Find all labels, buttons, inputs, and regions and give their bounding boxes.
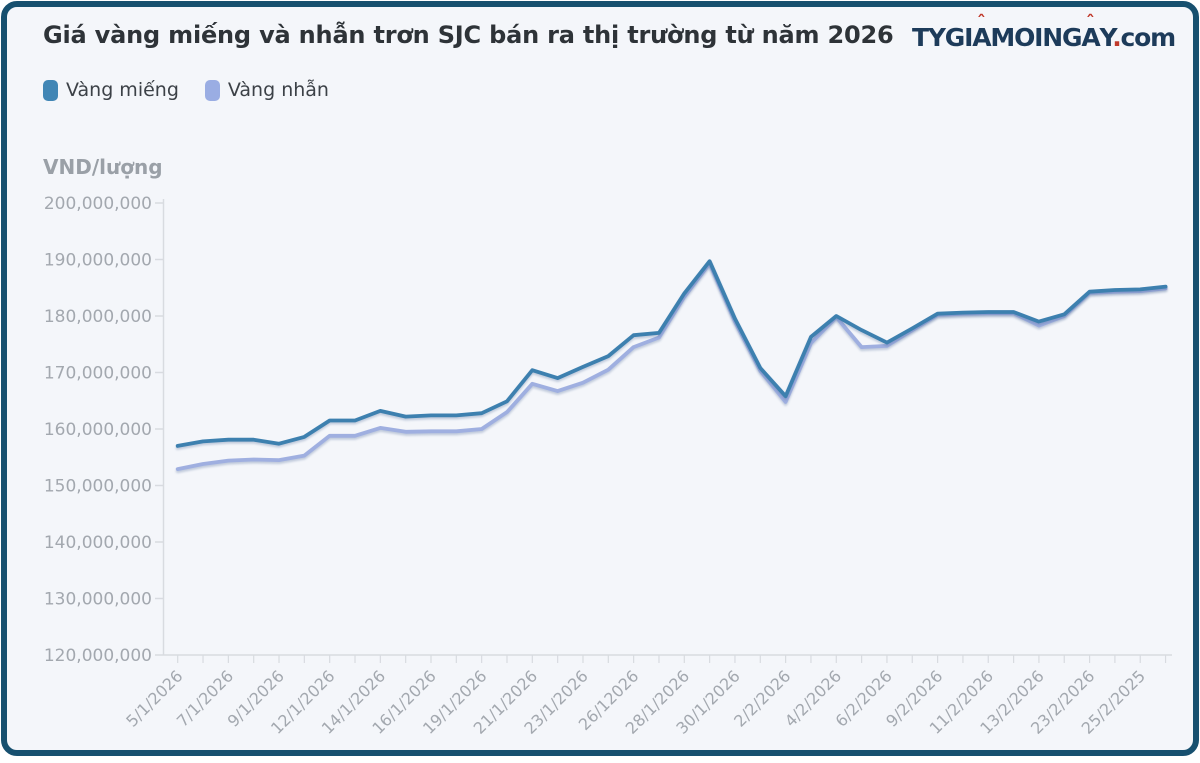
y-tick-label: 200,000,000 xyxy=(44,194,152,214)
logo-suffix: com xyxy=(1120,23,1177,52)
series-line-vàng-miếng xyxy=(175,259,1168,448)
y-tick-label: 120,000,000 xyxy=(44,646,152,666)
y-tick-label: 130,000,000 xyxy=(44,590,152,610)
y-tick-label: 170,000,000 xyxy=(44,364,152,384)
y-tick-label: 180,000,000 xyxy=(44,307,152,327)
y-axis-unit-label: VND/lượng xyxy=(43,155,163,179)
y-tick-label: 160,000,000 xyxy=(44,420,152,440)
y-tick-label: 150,000,000 xyxy=(44,477,152,497)
logo-letter: G xyxy=(944,23,966,52)
logo-accent-icon: ˆ xyxy=(976,13,986,34)
logo-letter: I xyxy=(1034,23,1043,52)
logo-letter: G xyxy=(1061,23,1083,52)
legend-label-vang-mieng: Vàng miếng xyxy=(66,79,179,101)
legend-swatch-vang-nhan xyxy=(204,79,220,101)
chart-legend: Vàng miếng Vàng nhẫn xyxy=(43,79,329,101)
legend-swatch-vang-mieng xyxy=(43,79,58,101)
logo-letter: Y xyxy=(927,23,946,52)
price-chart: 200,000,000 190,000,000 180,000,000 170,000… xyxy=(44,194,1172,738)
logo-dot: . xyxy=(1112,23,1122,52)
logo-letter: I xyxy=(964,23,973,52)
logo-accent-icon: ˆ xyxy=(1086,13,1095,34)
logo-letter: Y xyxy=(1099,23,1113,52)
legend-item-vang-nhan: Vàng nhẫn xyxy=(204,79,329,101)
y-tick-label: 190,000,000 xyxy=(44,251,152,271)
series-line-vàng-nhẫn xyxy=(175,261,1168,472)
legend-item-vang-mieng: Vàng miếng xyxy=(43,79,179,101)
logo-letter: M xyxy=(990,23,1015,52)
logo-letter: T xyxy=(912,23,929,52)
logo-letter: N xyxy=(1042,23,1063,52)
chart-title: Giá vàng miếng và nhẫn trơn SJC bán ra t… xyxy=(43,21,894,49)
y-tick-label: 140,000,000 xyxy=(44,533,152,553)
legend-label-vang-nhan: Vàng nhẫn xyxy=(227,79,329,101)
site-logo[interactable]: TYGIA ˆ MOINGA ˆ Y.com xyxy=(912,13,1177,52)
logo-letter: O xyxy=(1014,23,1035,52)
